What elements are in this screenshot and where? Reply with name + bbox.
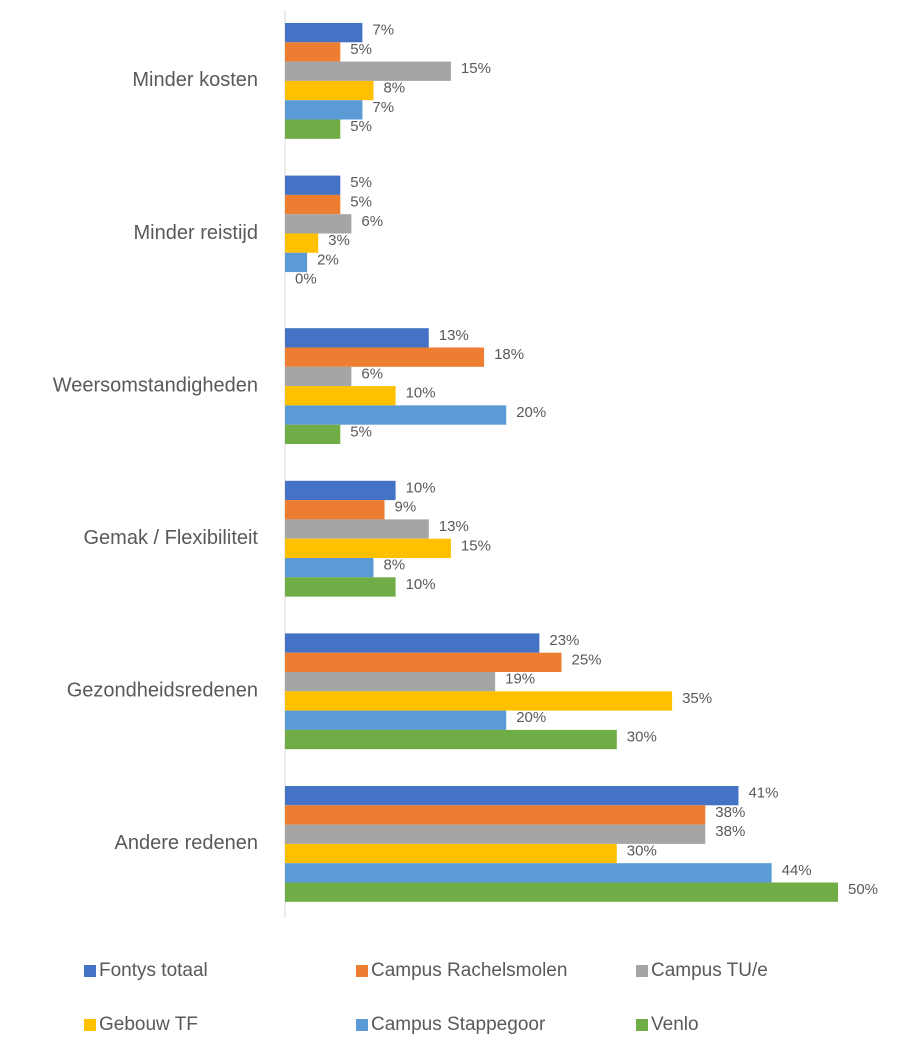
data-label: 6% [361,213,383,230]
data-label: 20% [516,404,546,421]
data-label: 7% [372,22,394,39]
data-label: 19% [505,671,535,688]
data-label: 2% [317,251,339,268]
data-label: 5% [350,194,372,211]
data-label: 8% [383,557,405,574]
legend-swatch [84,965,96,977]
legend-label: Venlo [651,1014,699,1035]
legend-label: Gebouw TF [99,1014,198,1035]
data-label: 41% [748,785,778,802]
data-label: 9% [395,499,417,516]
data-label: 15% [461,60,491,77]
bar [285,175,341,195]
data-label: 10% [406,576,436,593]
bar [285,386,396,406]
data-label: 5% [350,118,372,135]
bar [285,863,772,883]
legend-swatch [84,1019,96,1031]
bar [285,61,451,81]
bar [285,100,363,120]
data-label: 5% [350,41,372,58]
data-label: 15% [461,537,491,554]
bar [285,252,308,273]
legend-label: Fontys totaal [99,960,208,981]
bar [285,424,341,444]
data-label: 3% [328,232,350,249]
data-label: 0% [295,271,317,288]
bar [285,786,739,806]
bar [285,652,562,672]
bar [285,843,617,864]
data-label: 6% [361,365,383,382]
bar [285,347,485,367]
category-label: Weersomstandigheden [53,374,258,396]
data-label: 50% [848,881,878,898]
data-label: 10% [406,479,436,496]
legend-swatch [636,965,648,977]
bar [285,23,363,43]
bar [285,577,396,597]
data-label: 18% [494,346,524,363]
data-label: 44% [782,862,812,879]
bar [285,672,496,692]
bar [285,824,706,844]
data-label: 8% [383,80,405,97]
legend-label: Campus TU/e [651,960,768,981]
data-label: 5% [350,423,372,440]
category-label: Minder kosten [132,69,258,91]
data-label: 5% [350,174,372,191]
category-label: Minder reistijd [134,222,258,244]
bar [285,366,352,387]
bar [285,80,374,101]
bar [285,805,706,825]
bar [285,119,341,139]
bar [285,633,540,653]
bar [285,42,341,62]
data-label: 23% [549,632,579,649]
data-label: 35% [682,690,712,707]
legend-label: Campus Stappegoor [371,1014,546,1035]
data-label: 20% [516,709,546,726]
data-label: 7% [372,99,394,116]
data-label: 30% [627,843,657,860]
category-label: Gemak / Flexibiliteit [84,527,259,549]
data-label: 13% [439,518,469,535]
legend-label: Campus Rachelsmolen [371,960,567,981]
bar [285,194,341,215]
bar [285,500,385,520]
bar [285,480,396,501]
bar [285,691,673,711]
bar [285,519,429,539]
bar [285,538,451,558]
data-label: 38% [715,804,745,821]
bar [285,233,319,253]
bar [285,328,429,348]
bar [285,558,374,578]
bar [285,882,838,902]
category-label: Gezondheidsredenen [67,680,258,702]
data-label: 38% [715,823,745,840]
data-label: 10% [406,385,436,402]
category-label: Andere redenen [115,832,258,854]
legend-swatch [356,965,368,977]
data-label: 13% [439,327,469,344]
bar [285,710,507,730]
bar [285,214,352,234]
bar [285,729,617,750]
data-label: 25% [572,651,602,668]
legend-swatch [356,1019,368,1031]
data-label: 30% [627,729,657,746]
bar [285,405,507,425]
legend-swatch [636,1019,648,1031]
